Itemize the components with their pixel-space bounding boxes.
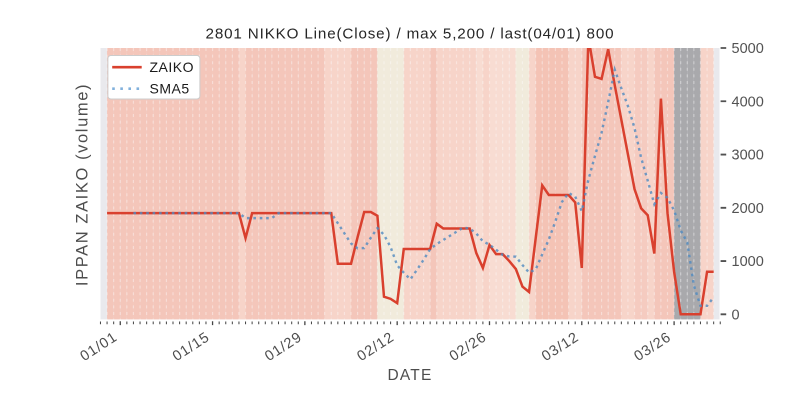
svg-text:3000: 3000: [732, 148, 764, 164]
svg-text:2000: 2000: [732, 201, 764, 217]
svg-text:0: 0: [732, 307, 740, 323]
svg-text:SMA5: SMA5: [150, 80, 190, 96]
svg-text:5000: 5000: [732, 41, 764, 57]
svg-text:IPPAN ZAIKO (volume): IPPAN ZAIKO (volume): [74, 83, 92, 286]
svg-text:1000: 1000: [732, 254, 764, 270]
svg-text:ZAIKO: ZAIKO: [150, 59, 195, 75]
svg-text:4000: 4000: [732, 94, 764, 110]
svg-text:DATE: DATE: [388, 367, 433, 384]
svg-text:2801 NIKKO Line(Close) / max 5: 2801 NIKKO Line(Close) / max 5,200 / las…: [206, 26, 615, 43]
